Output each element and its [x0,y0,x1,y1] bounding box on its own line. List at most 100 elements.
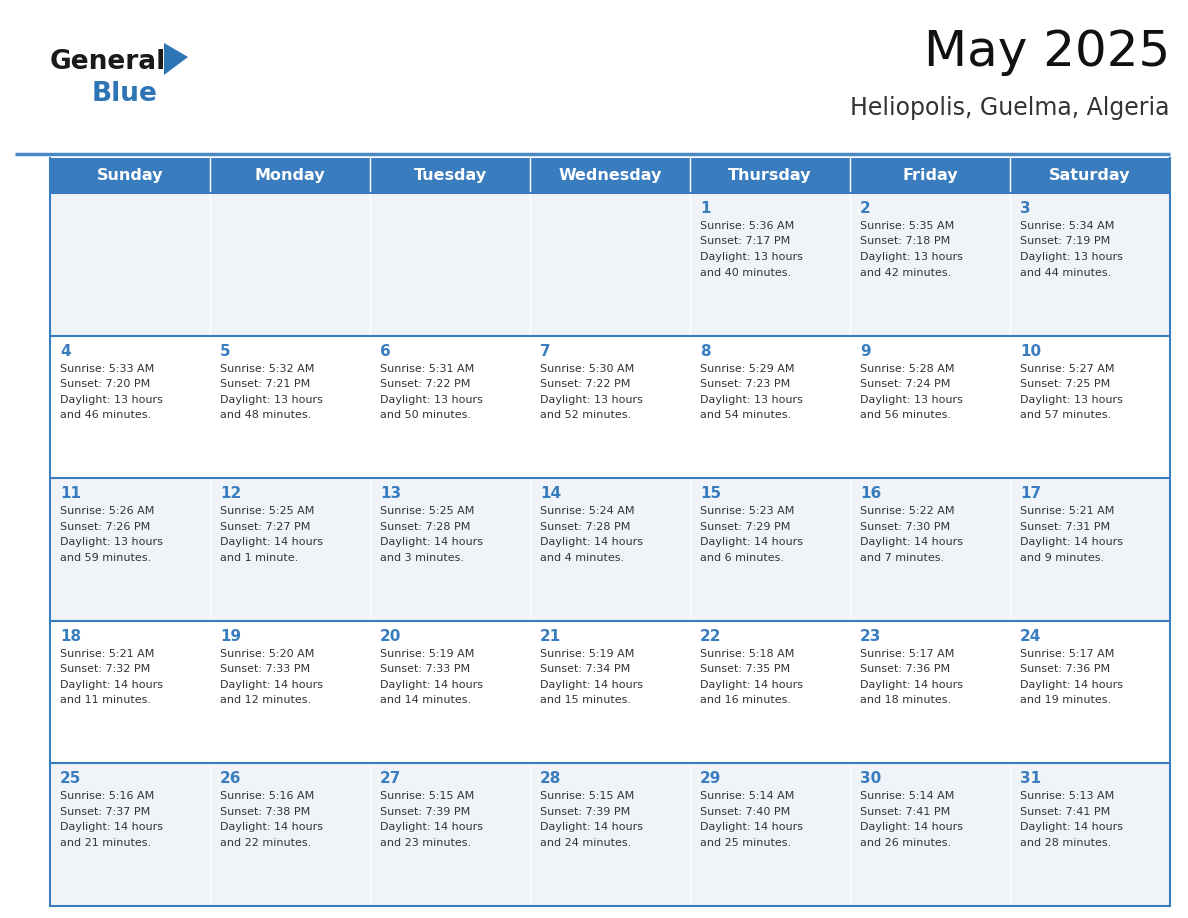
Text: Sunset: 7:38 PM: Sunset: 7:38 PM [220,807,310,817]
Text: and 11 minutes.: and 11 minutes. [61,695,151,705]
Text: 22: 22 [700,629,721,644]
Text: Daylight: 14 hours: Daylight: 14 hours [61,680,163,689]
Text: and 40 minutes.: and 40 minutes. [700,267,791,277]
Text: Daylight: 13 hours: Daylight: 13 hours [541,395,643,405]
Text: Daylight: 14 hours: Daylight: 14 hours [860,537,963,547]
Text: and 23 minutes.: and 23 minutes. [380,838,472,848]
Text: Sunrise: 5:31 AM: Sunrise: 5:31 AM [380,364,474,374]
Text: Sunset: 7:33 PM: Sunset: 7:33 PM [220,665,310,675]
Text: Sunrise: 5:15 AM: Sunrise: 5:15 AM [541,791,634,801]
Text: Sunrise: 5:14 AM: Sunrise: 5:14 AM [860,791,954,801]
Text: Daylight: 14 hours: Daylight: 14 hours [1020,823,1123,833]
Text: Sunrise: 5:34 AM: Sunrise: 5:34 AM [1020,221,1114,231]
Text: Daylight: 13 hours: Daylight: 13 hours [61,537,163,547]
Text: 31: 31 [1020,771,1041,787]
Text: Saturday: Saturday [1049,168,1131,183]
Bar [690,158,849,193]
Text: Sunset: 7:22 PM: Sunset: 7:22 PM [380,379,470,389]
Text: and 12 minutes.: and 12 minutes. [220,695,311,705]
Text: Daylight: 13 hours: Daylight: 13 hours [860,252,963,262]
Text: Heliopolis, Guelma, Algeria: Heliopolis, Guelma, Algeria [851,96,1170,120]
Bar [50,158,210,193]
Text: Tuesday: Tuesday [413,168,487,183]
Text: 6: 6 [380,343,391,359]
Bar [50,193,1170,336]
Text: 15: 15 [700,487,721,501]
Text: Daylight: 14 hours: Daylight: 14 hours [1020,537,1123,547]
Text: Sunset: 7:39 PM: Sunset: 7:39 PM [541,807,631,817]
Text: 18: 18 [61,629,81,644]
Text: Daylight: 13 hours: Daylight: 13 hours [380,395,482,405]
Text: Sunrise: 5:20 AM: Sunrise: 5:20 AM [220,649,315,659]
Bar [1010,158,1170,193]
Text: and 6 minutes.: and 6 minutes. [700,553,784,563]
Text: and 7 minutes.: and 7 minutes. [860,553,944,563]
Text: and 4 minutes.: and 4 minutes. [541,553,624,563]
Text: and 18 minutes.: and 18 minutes. [860,695,952,705]
Text: Sunrise: 5:16 AM: Sunrise: 5:16 AM [61,791,154,801]
Text: Daylight: 14 hours: Daylight: 14 hours [700,823,803,833]
Bar [50,478,1170,621]
Text: 9: 9 [860,343,871,359]
Text: Sunset: 7:17 PM: Sunset: 7:17 PM [700,237,790,247]
Text: Daylight: 13 hours: Daylight: 13 hours [1020,395,1123,405]
Text: Sunset: 7:29 PM: Sunset: 7:29 PM [700,521,790,532]
Text: Daylight: 14 hours: Daylight: 14 hours [541,823,643,833]
Text: Sunset: 7:19 PM: Sunset: 7:19 PM [1020,237,1111,247]
Text: and 15 minutes.: and 15 minutes. [541,695,631,705]
Text: and 14 minutes.: and 14 minutes. [380,695,472,705]
Text: Sunrise: 5:24 AM: Sunrise: 5:24 AM [541,506,634,516]
Text: Daylight: 13 hours: Daylight: 13 hours [700,252,803,262]
Text: and 44 minutes.: and 44 minutes. [1020,267,1111,277]
Text: Sunrise: 5:23 AM: Sunrise: 5:23 AM [700,506,795,516]
Text: Daylight: 14 hours: Daylight: 14 hours [220,537,323,547]
Text: 5: 5 [220,343,230,359]
Text: 25: 25 [61,771,81,787]
Text: Daylight: 14 hours: Daylight: 14 hours [380,537,484,547]
Bar [530,158,690,193]
Text: and 57 minutes.: and 57 minutes. [1020,410,1111,420]
Text: Sunrise: 5:33 AM: Sunrise: 5:33 AM [61,364,154,374]
Text: Daylight: 14 hours: Daylight: 14 hours [380,680,484,689]
Text: Sunrise: 5:13 AM: Sunrise: 5:13 AM [1020,791,1114,801]
Text: May 2025: May 2025 [924,28,1170,76]
Text: Daylight: 14 hours: Daylight: 14 hours [860,823,963,833]
Text: Sunrise: 5:16 AM: Sunrise: 5:16 AM [220,791,315,801]
Text: Daylight: 14 hours: Daylight: 14 hours [860,680,963,689]
Bar [50,621,1170,764]
Text: Sunrise: 5:14 AM: Sunrise: 5:14 AM [700,791,795,801]
Text: Sunset: 7:23 PM: Sunset: 7:23 PM [700,379,790,389]
Text: Daylight: 14 hours: Daylight: 14 hours [1020,680,1123,689]
Text: Sunrise: 5:32 AM: Sunrise: 5:32 AM [220,364,315,374]
Text: 17: 17 [1020,487,1041,501]
Text: 11: 11 [61,487,81,501]
Text: Sunday: Sunday [96,168,163,183]
Text: Daylight: 14 hours: Daylight: 14 hours [541,680,643,689]
Text: and 1 minute.: and 1 minute. [220,553,298,563]
Text: and 59 minutes.: and 59 minutes. [61,553,151,563]
Text: Sunrise: 5:22 AM: Sunrise: 5:22 AM [860,506,954,516]
Bar [50,764,1170,906]
Text: Sunrise: 5:19 AM: Sunrise: 5:19 AM [380,649,474,659]
Text: Sunset: 7:26 PM: Sunset: 7:26 PM [61,521,150,532]
Text: Sunset: 7:25 PM: Sunset: 7:25 PM [1020,379,1111,389]
Text: General: General [50,49,166,75]
Text: 8: 8 [700,343,710,359]
Text: Sunset: 7:20 PM: Sunset: 7:20 PM [61,379,150,389]
Bar [369,158,530,193]
Text: 20: 20 [380,629,402,644]
Text: and 24 minutes.: and 24 minutes. [541,838,631,848]
Text: and 22 minutes.: and 22 minutes. [220,838,311,848]
Text: Sunrise: 5:36 AM: Sunrise: 5:36 AM [700,221,795,231]
Polygon shape [164,43,188,75]
Text: Sunrise: 5:19 AM: Sunrise: 5:19 AM [541,649,634,659]
Text: 23: 23 [860,629,881,644]
Text: 26: 26 [220,771,241,787]
Text: and 21 minutes.: and 21 minutes. [61,838,151,848]
Text: Sunrise: 5:17 AM: Sunrise: 5:17 AM [860,649,954,659]
Text: 29: 29 [700,771,721,787]
Text: Sunrise: 5:18 AM: Sunrise: 5:18 AM [700,649,795,659]
Text: Sunset: 7:40 PM: Sunset: 7:40 PM [700,807,790,817]
Text: Daylight: 13 hours: Daylight: 13 hours [860,395,963,405]
Bar [50,336,1170,478]
